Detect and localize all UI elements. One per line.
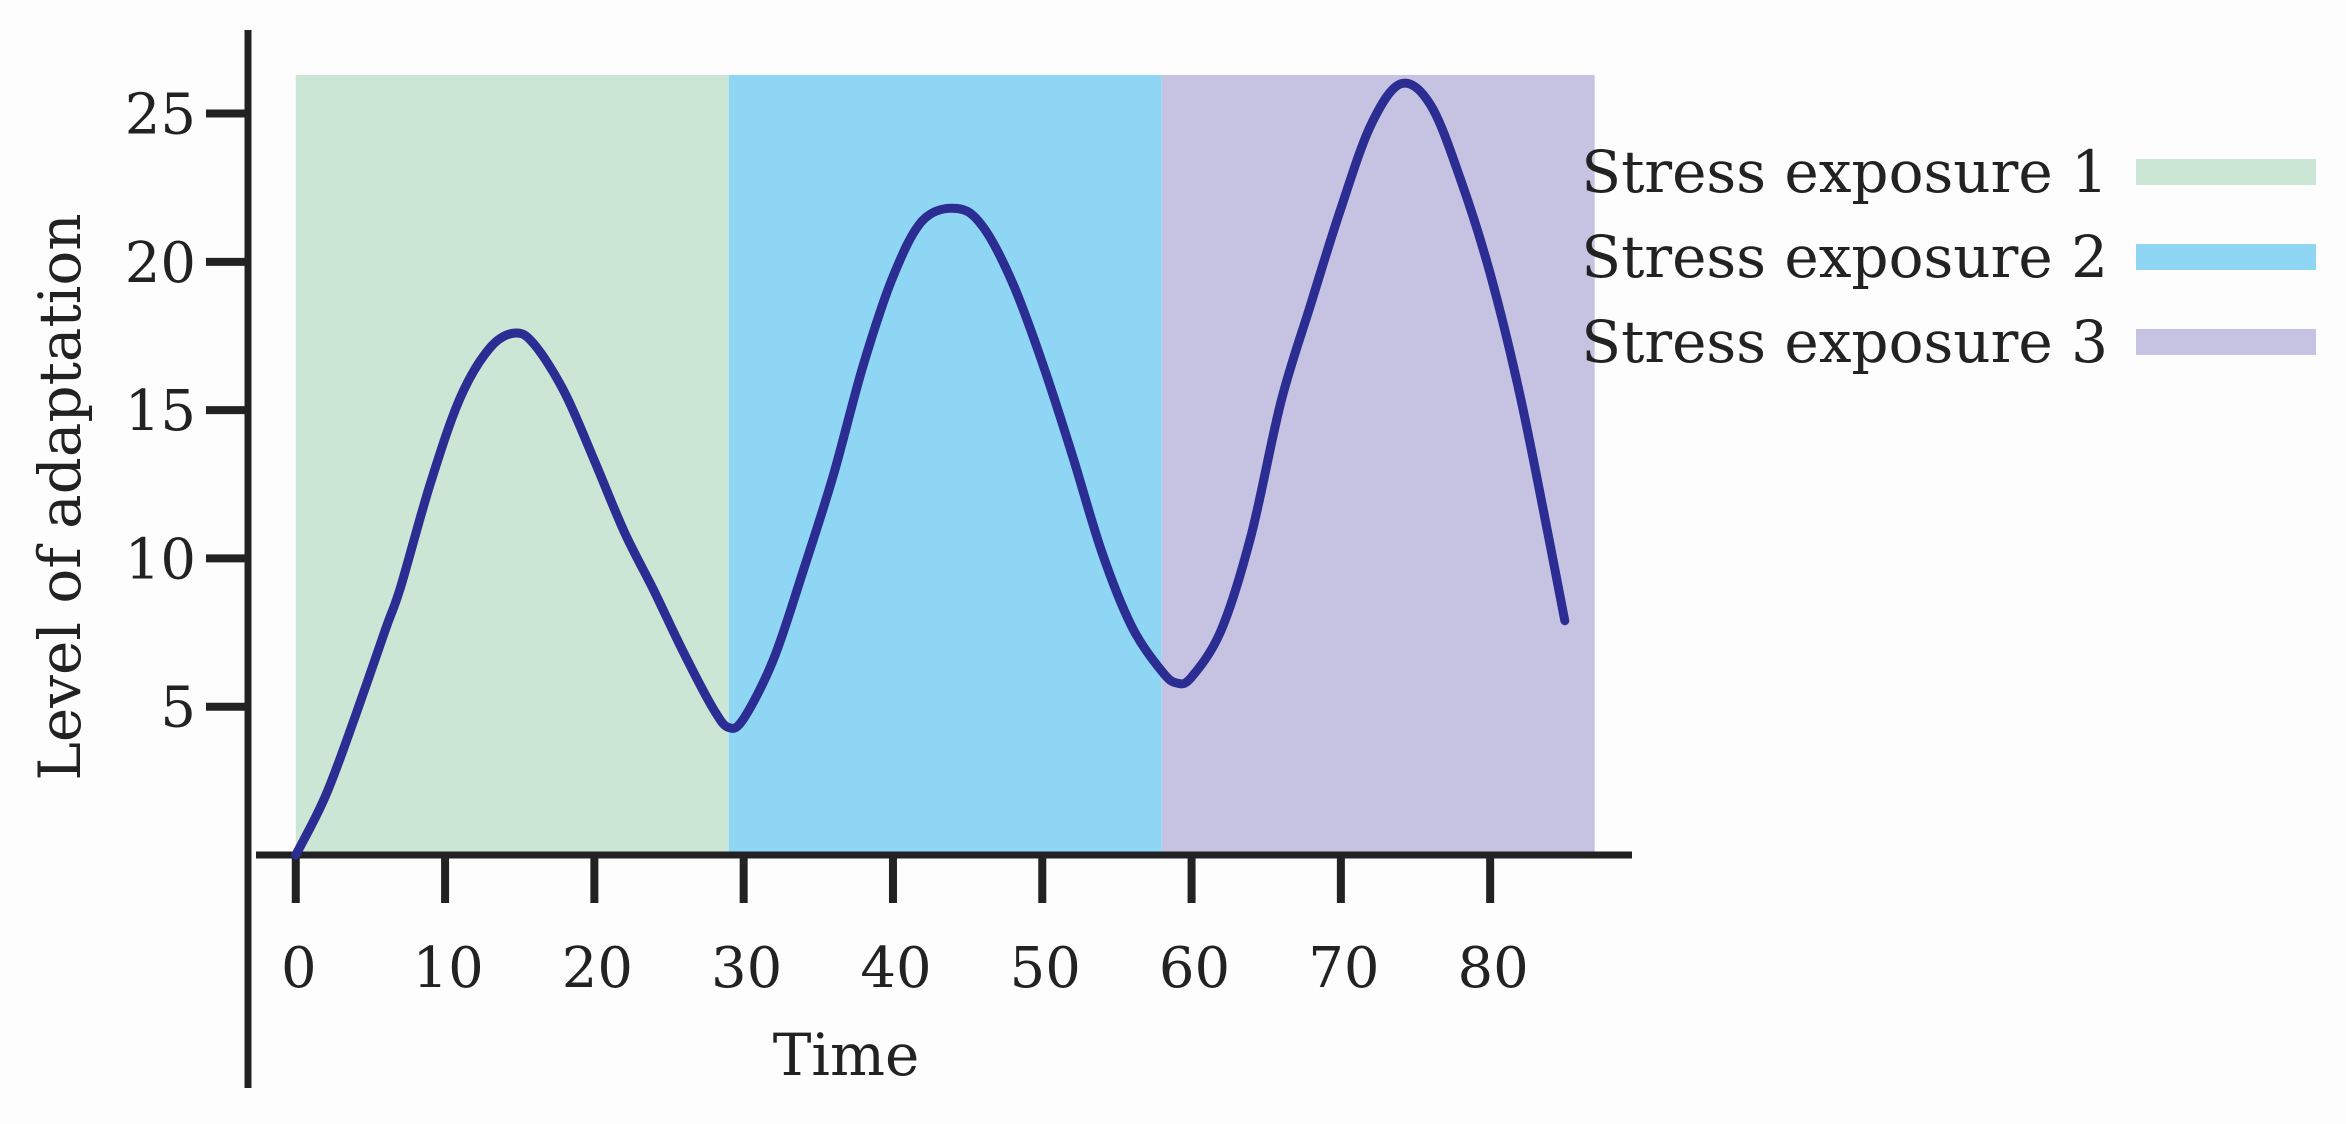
tick-labels: 0 10 20 30 40 50 60 70 80 5 10 15 20 25 — [125, 83, 1529, 1001]
region-stress-exposure-3 — [1161, 75, 1595, 852]
y-tick-label-5: 5 — [160, 676, 196, 741]
x-axis-label: Time — [773, 1021, 920, 1089]
legend: Stress exposure 1 Stress exposure 2 Stress… — [1581, 138, 2316, 376]
x-tick-label-20: 20 — [562, 936, 633, 1001]
y-tick-label-20: 20 — [125, 231, 196, 296]
legend-label-stress-exposure-2: Stress exposure 2 — [1581, 223, 2108, 291]
x-tick-label-10: 10 — [412, 936, 483, 1001]
x-tick-label-40: 40 — [860, 936, 931, 1001]
y-tick-label-10: 10 — [125, 527, 196, 592]
adaptation-curve — [291, 78, 1570, 860]
legend-label-stress-exposure-1: Stress exposure 1 — [1581, 138, 2108, 206]
stress-regions — [295, 75, 1595, 852]
tick-marks — [206, 109, 1495, 903]
x-tick-label-50: 50 — [1010, 936, 1081, 1001]
y-tick-label-15: 15 — [125, 379, 196, 444]
y-axis-label: Level of adaptation — [26, 213, 94, 780]
x-tick-label-60: 60 — [1159, 936, 1230, 1001]
legend-swatch-stress-exposure-1 — [2136, 159, 2316, 185]
legend-swatch-stress-exposure-2 — [2136, 244, 2316, 270]
x-tick-label-30: 30 — [711, 936, 782, 1001]
y-tick-label-25: 25 — [125, 83, 196, 148]
x-tick-label-0: 0 — [281, 936, 317, 1001]
region-stress-exposure-2 — [728, 75, 1162, 852]
x-tick-label-80: 80 — [1458, 936, 1529, 1001]
region-stress-exposure-1 — [295, 75, 729, 852]
legend-label-stress-exposure-3: Stress exposure 3 — [1581, 308, 2108, 376]
x-tick-label-70: 70 — [1308, 936, 1379, 1001]
legend-swatch-stress-exposure-3 — [2136, 329, 2316, 355]
